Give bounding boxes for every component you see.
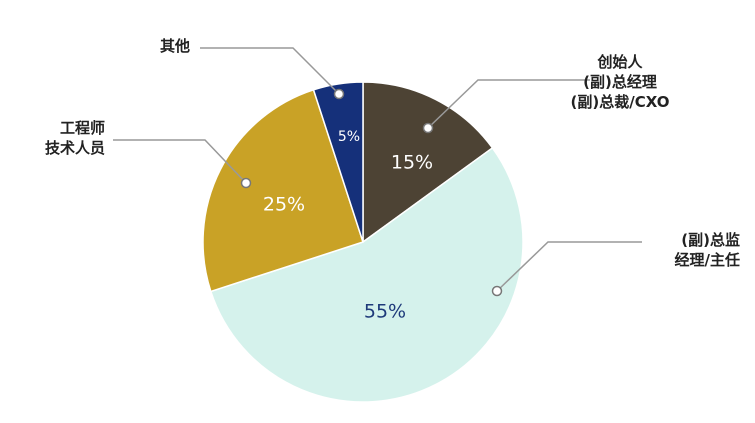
value-label: 25% <box>263 194 305 216</box>
category-label: (副)总监 经理/主任 <box>674 231 740 269</box>
callout-line <box>113 139 247 184</box>
value-label: 55% <box>364 301 406 323</box>
pie-slice <box>362 81 494 244</box>
pie-slice <box>202 88 364 293</box>
callout-line <box>427 79 590 129</box>
value-label: 15% <box>391 152 433 174</box>
category-label: 工程师 技术人员 <box>44 119 105 157</box>
callout-dot <box>491 285 503 297</box>
callout-line <box>200 47 340 95</box>
category-label: 其他 <box>159 37 190 55</box>
callout-dot <box>422 122 434 134</box>
pie-slice <box>209 146 524 403</box>
callout-dot <box>333 88 345 100</box>
category-label: 创始人 (副)总经理 (副)总裁/CXO <box>570 53 670 111</box>
callout-dot <box>240 177 252 189</box>
value-label: 5% <box>338 129 360 145</box>
callout-line <box>496 241 642 292</box>
pie-slice <box>312 81 364 243</box>
